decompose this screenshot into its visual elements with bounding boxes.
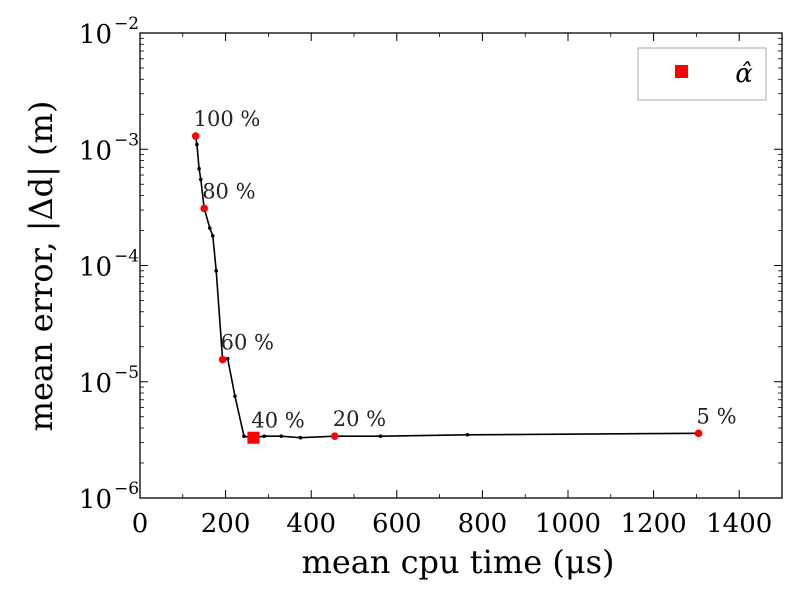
plot-area — [139, 32, 783, 499]
legend-marker-alpha-hat — [675, 65, 688, 78]
series-layer — [193, 134, 701, 440]
y-tick-label: 10 — [79, 485, 112, 515]
x-axis-title: mean cpu time (μs) — [301, 543, 614, 581]
y-tick-exponent: −2 — [114, 14, 139, 34]
highlight-point — [218, 355, 227, 364]
percent-annotation: 80 % — [202, 179, 255, 203]
series-point — [225, 356, 230, 361]
series-point — [279, 434, 284, 439]
percent-annotation: 20 % — [333, 407, 386, 431]
series-point — [197, 166, 201, 171]
legend: α̂ — [637, 47, 767, 101]
highlight-point — [330, 432, 339, 441]
series-point — [210, 234, 215, 238]
y-tick-label: 10 — [79, 369, 112, 399]
x-tick-label: 1400 — [706, 509, 772, 539]
legend-label-alpha-hat: α̂ — [735, 59, 753, 89]
legend-box — [637, 47, 767, 101]
series-line — [194, 135, 699, 439]
series-point — [298, 435, 303, 440]
y-tick-exponent: −5 — [114, 363, 139, 383]
x-tick-label: 0 — [132, 509, 149, 539]
y-tick-label: 10 — [79, 253, 112, 283]
series-point — [378, 434, 383, 439]
series-point — [198, 177, 203, 182]
x-axis: 0 200 400 600 800 1000 1200 1400 — [132, 33, 772, 539]
series-point — [195, 142, 199, 147]
x-tick-label: 200 — [201, 509, 251, 539]
percent-annotation: 5 % — [697, 404, 737, 428]
series-point — [214, 269, 218, 273]
x-tick-label: 1000 — [535, 509, 601, 539]
percent-annotation: 100 % — [194, 107, 261, 131]
series-point — [207, 226, 212, 230]
y-tick-label: 10 — [79, 136, 112, 166]
highlight-point — [200, 204, 208, 213]
highlight-layer — [191, 132, 703, 444]
x-tick-label: 1200 — [621, 509, 687, 539]
percent-annotation: 40 % — [251, 409, 304, 433]
alpha-hat-marker — [247, 431, 260, 444]
y-axis: 10−610−510−410−310−2 — [79, 14, 782, 515]
x-tick-label: 600 — [372, 509, 422, 539]
series-point — [242, 434, 246, 439]
series-point — [233, 394, 237, 399]
percent-annotation: 60 % — [221, 331, 274, 355]
y-axis-title: mean error, |Δd| (m) — [22, 101, 60, 432]
x-tick-label: 400 — [286, 509, 336, 539]
y-tick-exponent: −4 — [114, 247, 139, 267]
y-tick-exponent: −6 — [114, 479, 139, 499]
highlight-point — [694, 429, 703, 438]
highlight-point — [191, 132, 200, 140]
x-tick-label: 800 — [458, 509, 508, 539]
annotation-layer: 100 % 80 % 60 % 40 % 20 % 5 % — [194, 107, 737, 433]
series-point — [465, 432, 470, 437]
series-point — [262, 434, 266, 439]
y-tick-exponent: −3 — [114, 130, 139, 150]
y-tick-label: 10 — [79, 20, 112, 50]
